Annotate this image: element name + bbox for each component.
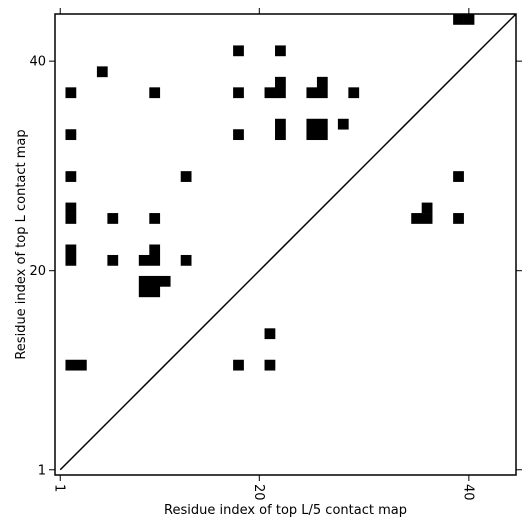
contact-cell-upper [65,129,77,141]
contact-cell-upper [275,129,286,141]
contact-cell-lower [264,328,276,340]
contact-cell-upper [453,213,464,224]
plot-frame [54,13,517,476]
contact-cell-upper [275,45,286,57]
contact-cell-upper [275,118,286,130]
y-tick-label: 20 [29,264,46,279]
contact-cell-upper [107,254,119,266]
x-tick-label: 40 [460,484,475,501]
contact-cell-upper [316,76,328,88]
x-tick-label: 1 [52,484,67,492]
contact-cell-upper [337,118,349,130]
contact-cell-upper [65,171,77,182]
contact-cell-upper [421,213,433,224]
contact-cell-upper [316,118,328,130]
contact-cell-upper [180,254,192,266]
contact-cell-upper [453,14,464,25]
contact-cell-upper [233,45,244,57]
contact-cell-upper [107,213,119,224]
contact-cell-upper [65,87,77,99]
contact-cell-upper [421,202,433,214]
contact-cell-upper [65,244,77,256]
diagonal-line [59,13,517,471]
contact-cell-upper [411,213,423,224]
x-tick-label: 20 [251,484,266,501]
axis-ticks: 1 20 40 1 20 40 [29,8,522,501]
contact-cell-upper [316,87,328,99]
contact-cell-upper [306,118,318,130]
contact-cell-upper [149,244,161,256]
contact-cell-upper [159,275,171,287]
contact-cell-upper [306,129,318,141]
contact-cell-upper [275,87,286,99]
contact-cell-upper [149,213,161,224]
contact-cell-upper [65,254,77,266]
contact-cell-upper [453,171,464,182]
contact-cell-upper [138,254,150,266]
contact-cell-upper [180,171,192,182]
contact-cell-upper [463,14,475,25]
contact-cell-lower [65,359,77,371]
contact-cell-upper [275,76,286,88]
contact-cells [65,14,475,371]
contact-cell-upper [138,275,150,287]
contact-cell-upper [233,129,244,141]
y-tick-label: 40 [29,55,46,70]
y-tick-label: 1 [38,463,46,478]
contact-cell-upper [138,286,150,298]
contact-cell-upper [316,129,328,141]
contact-cell-upper [348,87,360,99]
contact-cell-upper [149,254,161,266]
contact-cell-upper [149,275,161,287]
contact-cell-upper [264,87,276,99]
contact-cell-lower [233,359,244,371]
x-axis-label: Residue index of top L/5 contact map [164,503,407,518]
contact-cell-upper [65,202,77,214]
contact-cell-lower [264,359,276,371]
contact-cell-upper [96,66,108,78]
contact-cell-upper [306,87,318,99]
contact-cell-lower [75,359,87,371]
contact-cell-upper [149,87,161,99]
contact-cell-upper [149,286,161,298]
contact-cell-upper [233,87,244,99]
contact-cell-upper [65,213,77,224]
y-axis-label: Residue index of top L contact map [14,129,29,359]
